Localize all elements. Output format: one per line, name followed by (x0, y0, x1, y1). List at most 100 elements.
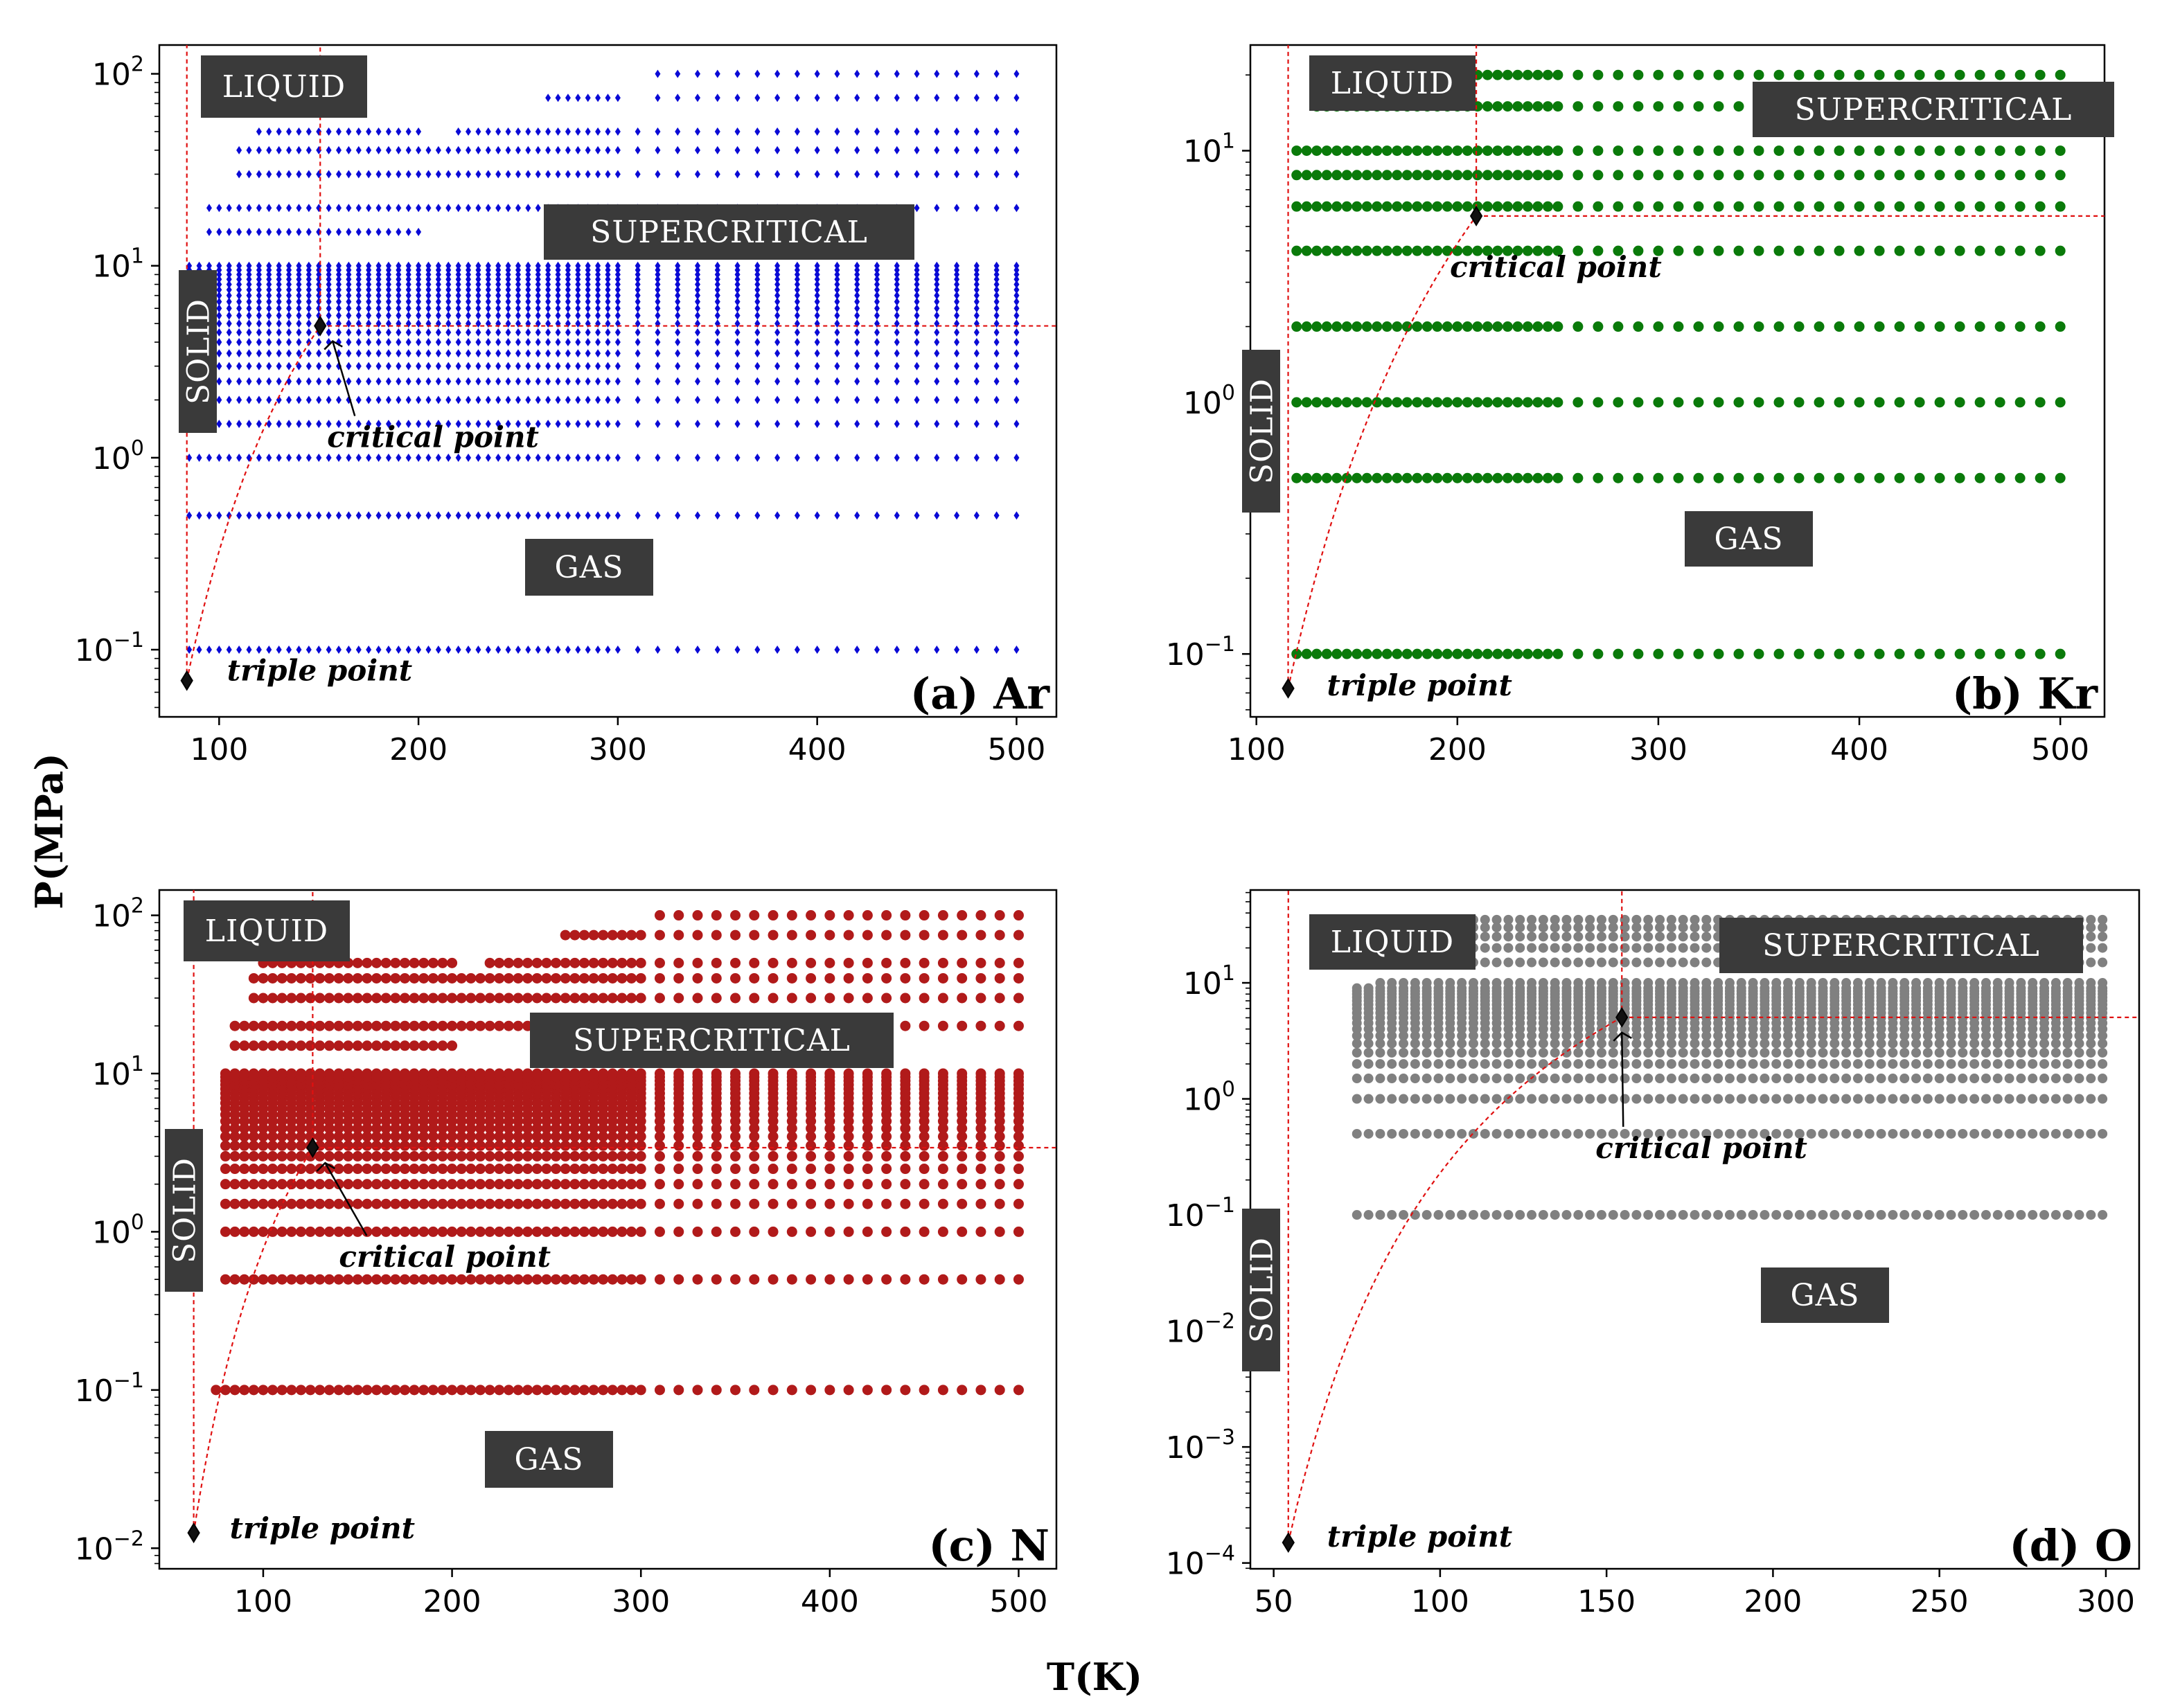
data-point (258, 1385, 269, 1396)
data-point (1733, 397, 1744, 408)
data-point (1771, 1059, 1782, 1069)
data-point (295, 1131, 306, 1142)
data-point (276, 1131, 287, 1142)
data-point (1515, 1047, 1525, 1058)
data-point (236, 420, 242, 429)
data-point (937, 1226, 948, 1237)
data-point (1522, 101, 1533, 112)
data-point (295, 972, 306, 984)
data-point (595, 145, 601, 154)
data-point (236, 280, 242, 289)
x-tick-label: 50 (1255, 1584, 1293, 1619)
data-point (1573, 1210, 1584, 1220)
data-point (216, 362, 222, 371)
data-point (605, 261, 611, 270)
data-point (425, 297, 432, 306)
data-point (226, 377, 232, 386)
data-point (316, 395, 322, 404)
data-point (2016, 1038, 2026, 1049)
data-point (1301, 170, 1312, 181)
data-point (267, 1131, 278, 1142)
data-point (1341, 397, 1352, 408)
data-point (595, 304, 601, 313)
data-point (1552, 648, 1563, 659)
data-point (505, 265, 511, 274)
data-point (768, 972, 779, 984)
data-point (1491, 1059, 1502, 1069)
data-point (914, 275, 920, 284)
data-point (551, 1198, 562, 1209)
data-point (305, 420, 312, 429)
data-point (296, 270, 302, 279)
data-point (957, 1385, 968, 1396)
data-point (276, 1150, 287, 1162)
data-point (2050, 1047, 2061, 1058)
data-point (475, 204, 481, 213)
data-point (786, 1123, 797, 1134)
data-point (1992, 1047, 2003, 1058)
data-point (1608, 1128, 1618, 1139)
data-point (578, 1140, 590, 1151)
data-point (1713, 245, 1724, 256)
data-point (266, 265, 272, 274)
data-point (1410, 1059, 1420, 1069)
data-point (541, 993, 552, 1004)
data-point (236, 362, 242, 371)
data-point (326, 511, 332, 520)
data-point (425, 420, 432, 429)
data-point (575, 297, 581, 306)
data-point (346, 270, 352, 279)
data-point (1678, 1047, 1688, 1058)
data-point (399, 1179, 410, 1190)
data-point (675, 297, 681, 306)
data-point (894, 377, 900, 386)
data-point (1829, 1038, 1840, 1049)
data-point (1874, 69, 1885, 80)
data-point (545, 261, 551, 270)
data-point (2039, 1038, 2050, 1049)
data-point (1643, 1094, 1654, 1104)
data-point (1432, 245, 1443, 256)
data-point (1542, 145, 1553, 157)
data-point (654, 1131, 665, 1142)
panel-3: 100 200 300 400 50010−210−1100101102LIQUIDSU… (75, 889, 1058, 1619)
data-point (295, 1068, 306, 1079)
data-point (1311, 397, 1322, 408)
data-point (1421, 1210, 1432, 1220)
region-label-liquid: LIQUID (222, 69, 346, 105)
data-point (711, 993, 722, 1004)
x-tick-label: 200 (1428, 732, 1487, 767)
data-point (2074, 1210, 2084, 1220)
data-point (834, 291, 840, 300)
data-point (814, 377, 820, 386)
data-point (714, 291, 720, 300)
triple-point-label: triple point (1327, 668, 1512, 702)
data-point (396, 328, 402, 337)
data-point (336, 265, 342, 274)
data-point (734, 338, 741, 347)
data-point (484, 1123, 495, 1134)
data-point (569, 1068, 581, 1079)
region-label-box (1753, 82, 2114, 137)
data-point (894, 275, 900, 284)
data-point (874, 646, 880, 654)
data-point (505, 420, 511, 429)
data-point (595, 265, 601, 274)
data-point (466, 304, 472, 313)
data-point (1613, 648, 1624, 659)
data-point (1783, 1047, 1793, 1058)
data-point (276, 453, 282, 462)
data-point (900, 929, 911, 941)
data-point (578, 1068, 590, 1079)
data-point (1655, 1128, 1665, 1139)
data-point (390, 1198, 401, 1209)
data-point (1503, 1031, 1514, 1041)
data-point (286, 395, 292, 404)
data-point (673, 910, 684, 921)
data-point (416, 453, 422, 462)
data-point (635, 646, 641, 654)
panel-1: 100 200 300 400 50010−1100101102LIQUIDSUPERC… (75, 44, 1058, 767)
data-point (216, 265, 222, 274)
data-point (774, 280, 781, 289)
data-point (2050, 1031, 2061, 1041)
